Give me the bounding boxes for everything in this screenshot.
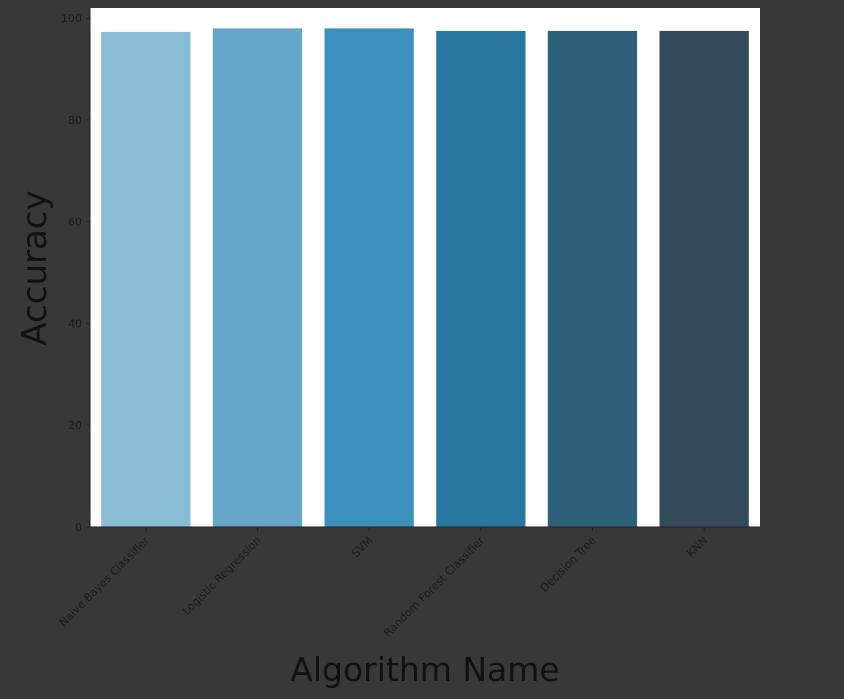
- x-tick-label: Decision Tree: [538, 534, 599, 595]
- y-tick-label: 20: [68, 419, 82, 432]
- bar-2: [324, 28, 414, 528]
- y-axis-ticks: 0 20 40 60 80 100: [61, 12, 90, 534]
- plot-area: [90, 8, 760, 527]
- x-tick-label: Logistic Regression: [180, 534, 264, 618]
- y-tick-label: 60: [68, 216, 82, 229]
- y-tick-label: 40: [68, 317, 82, 330]
- y-tick-label: 80: [68, 114, 82, 127]
- bar-3: [436, 30, 526, 528]
- bar-4: [547, 30, 638, 528]
- bar-5: [659, 30, 749, 528]
- x-tick-label: Random Forest Classifier: [381, 534, 487, 640]
- y-tick-label: 0: [75, 521, 82, 534]
- x-axis-ticks: Naive Bayes Classifier Logistic Regressio…: [57, 527, 710, 640]
- y-axis-title: Accuracy: [15, 190, 55, 345]
- bar-0: [101, 31, 191, 528]
- x-tick-label: KNN: [684, 534, 710, 560]
- x-tick-label: SVM: [349, 534, 375, 560]
- bar-1: [212, 28, 303, 528]
- y-tick-label: 100: [61, 12, 82, 25]
- x-tick-label: Naive Bayes Classifier: [57, 534, 153, 630]
- x-axis-title: Algorithm Name: [290, 650, 559, 689]
- bars-group: [101, 28, 749, 528]
